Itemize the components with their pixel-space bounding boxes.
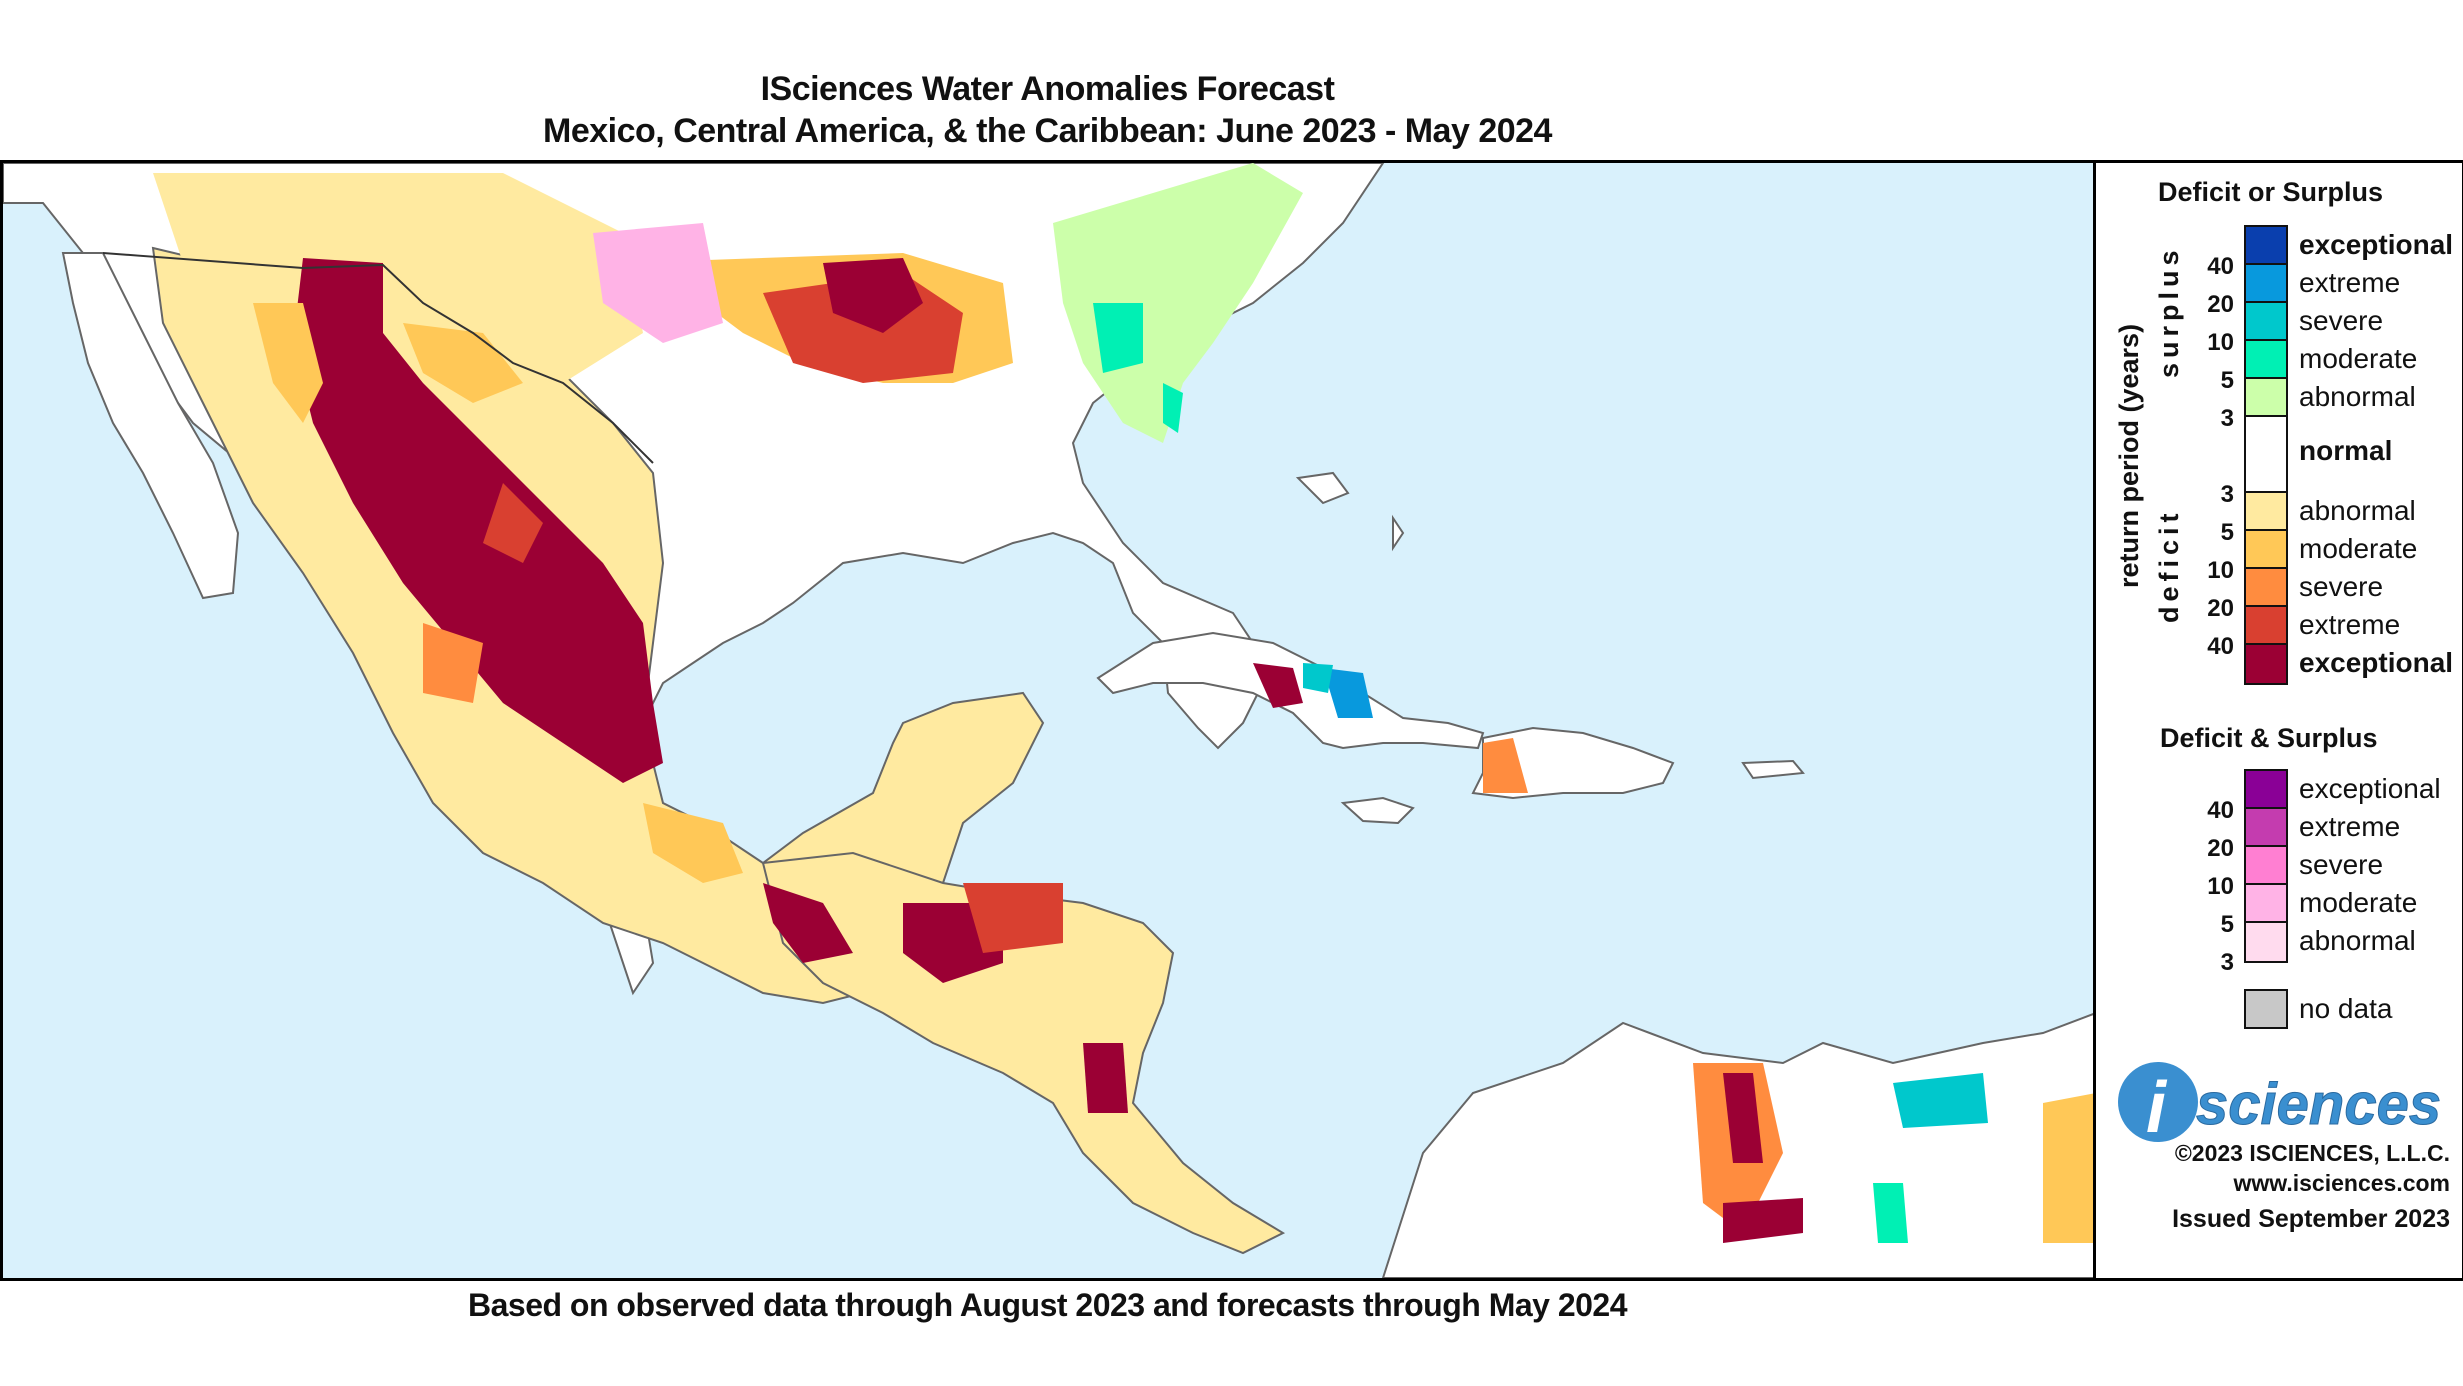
land-bahamas (1295, 471, 1405, 552)
isciences-logo: i sciences (2118, 1062, 2442, 1146)
tick-combined-3: 3 (2220, 949, 2234, 976)
map-title: ISciences Water Anomalies Forecast (760, 70, 1335, 108)
swatch-deficit-abnormal (2246, 493, 2286, 531)
swatch-combined-abnormal (2246, 923, 2286, 961)
label-combined-moderate: moderate (2299, 887, 2418, 918)
legend-title-deficit-and-surplus: Deficit & Surplus (2160, 723, 2378, 753)
swatch-surplus-abnormal (2246, 379, 2286, 417)
swatch-surplus-severe (2246, 303, 2286, 341)
label-surplus-extreme: extreme (2299, 267, 2401, 298)
label-combined-severe: severe (2299, 849, 2384, 880)
tick-deficit-3: 3 (2220, 481, 2234, 508)
tick-surplus-3: 3 (2220, 405, 2234, 432)
issued-date: Issued September 2023 (2172, 1205, 2450, 1233)
tick-surplus-5: 5 (2220, 367, 2234, 394)
label-surplus-exceptional: exceptional (2299, 229, 2454, 260)
label-deficit-moderate: moderate (2299, 533, 2418, 564)
surplus-color-scale (2244, 225, 2288, 685)
swatch-combined-extreme (2246, 809, 2286, 847)
tick-deficit-40: 40 (2207, 633, 2234, 660)
label-surplus-moderate: moderate (2299, 343, 2418, 374)
label-combined-abnormal: abnormal (2299, 925, 2416, 956)
us-mexico-border (102, 252, 654, 464)
label-no-data: no data (2299, 993, 2393, 1024)
tick-deficit-20: 20 (2207, 595, 2234, 622)
legend-axis-label: return period (years) (2114, 323, 2144, 588)
swatch-combined-severe (2246, 847, 2286, 885)
swatch-deficit-exceptional (2246, 645, 2286, 683)
swatch-surplus-moderate (2246, 341, 2286, 379)
copyright-text: ©2023 ISCIENCES, L.L.C. (2174, 1140, 2450, 1166)
map-canvas (3, 163, 2096, 1278)
tick-deficit-5: 5 (2220, 519, 2234, 546)
legend-title-deficit-or-surplus: Deficit or Surplus (2158, 177, 2384, 207)
swatch-normal (2246, 417, 2286, 493)
label-deficit-abnormal: abnormal (2299, 495, 2416, 526)
swatch-combined-exceptional (2246, 771, 2286, 809)
label-combined-exceptional: exceptional (2299, 773, 2441, 804)
land-jamaica (1340, 796, 1415, 825)
swatch-combined-moderate (2246, 885, 2286, 923)
label-deficit-exceptional: exceptional (2299, 647, 2454, 678)
swatch-surplus-extreme (2246, 265, 2286, 303)
legend-deficit-label: deficit (2154, 508, 2184, 623)
tick-combined-20: 20 (2207, 835, 2234, 862)
legend-panel: Deficit or Surplus return period (years)… (2093, 160, 2463, 1281)
swatch-deficit-moderate (2246, 531, 2286, 569)
label-surplus-severe: severe (2299, 305, 2384, 336)
label-deficit-severe: severe (2299, 571, 2384, 602)
land-baja (61, 252, 240, 600)
tick-deficit-10: 10 (2207, 557, 2234, 584)
label-deficit-extreme: extreme (2299, 609, 2401, 640)
tick-combined-5: 5 (2220, 911, 2234, 938)
logo-letter-i: i (2146, 1068, 2168, 1146)
tick-combined-10: 10 (2207, 873, 2234, 900)
swatch-no-data (2244, 989, 2288, 1029)
label-normal: normal (2299, 435, 2393, 466)
label-combined-extreme: extreme (2299, 811, 2401, 842)
land-puerto-rico (1741, 759, 1805, 780)
combined-color-scale (2244, 769, 2288, 963)
tick-surplus-20: 20 (2207, 291, 2234, 318)
anomaly-map (0, 160, 2096, 1281)
label-surplus-abnormal: abnormal (2299, 381, 2416, 412)
land-central-america (761, 851, 1286, 1255)
tick-combined-40: 40 (2207, 797, 2234, 824)
logo-wordmark: sciences (2196, 1072, 2441, 1137)
map-subtitle: Mexico, Central America, & the Caribbean… (543, 112, 1552, 150)
map-caption: Based on observed data through August 20… (467, 1287, 1628, 1323)
tick-surplus-10: 10 (2207, 329, 2234, 356)
swatch-deficit-severe (2246, 569, 2286, 607)
legend-surplus-label: surplus (2154, 245, 2184, 378)
tick-surplus-40: 40 (2207, 253, 2234, 280)
swatch-deficit-extreme (2246, 607, 2286, 645)
swatch-surplus-exceptional (2246, 227, 2286, 265)
website-link[interactable]: www.isciences.com (2233, 1170, 2450, 1196)
